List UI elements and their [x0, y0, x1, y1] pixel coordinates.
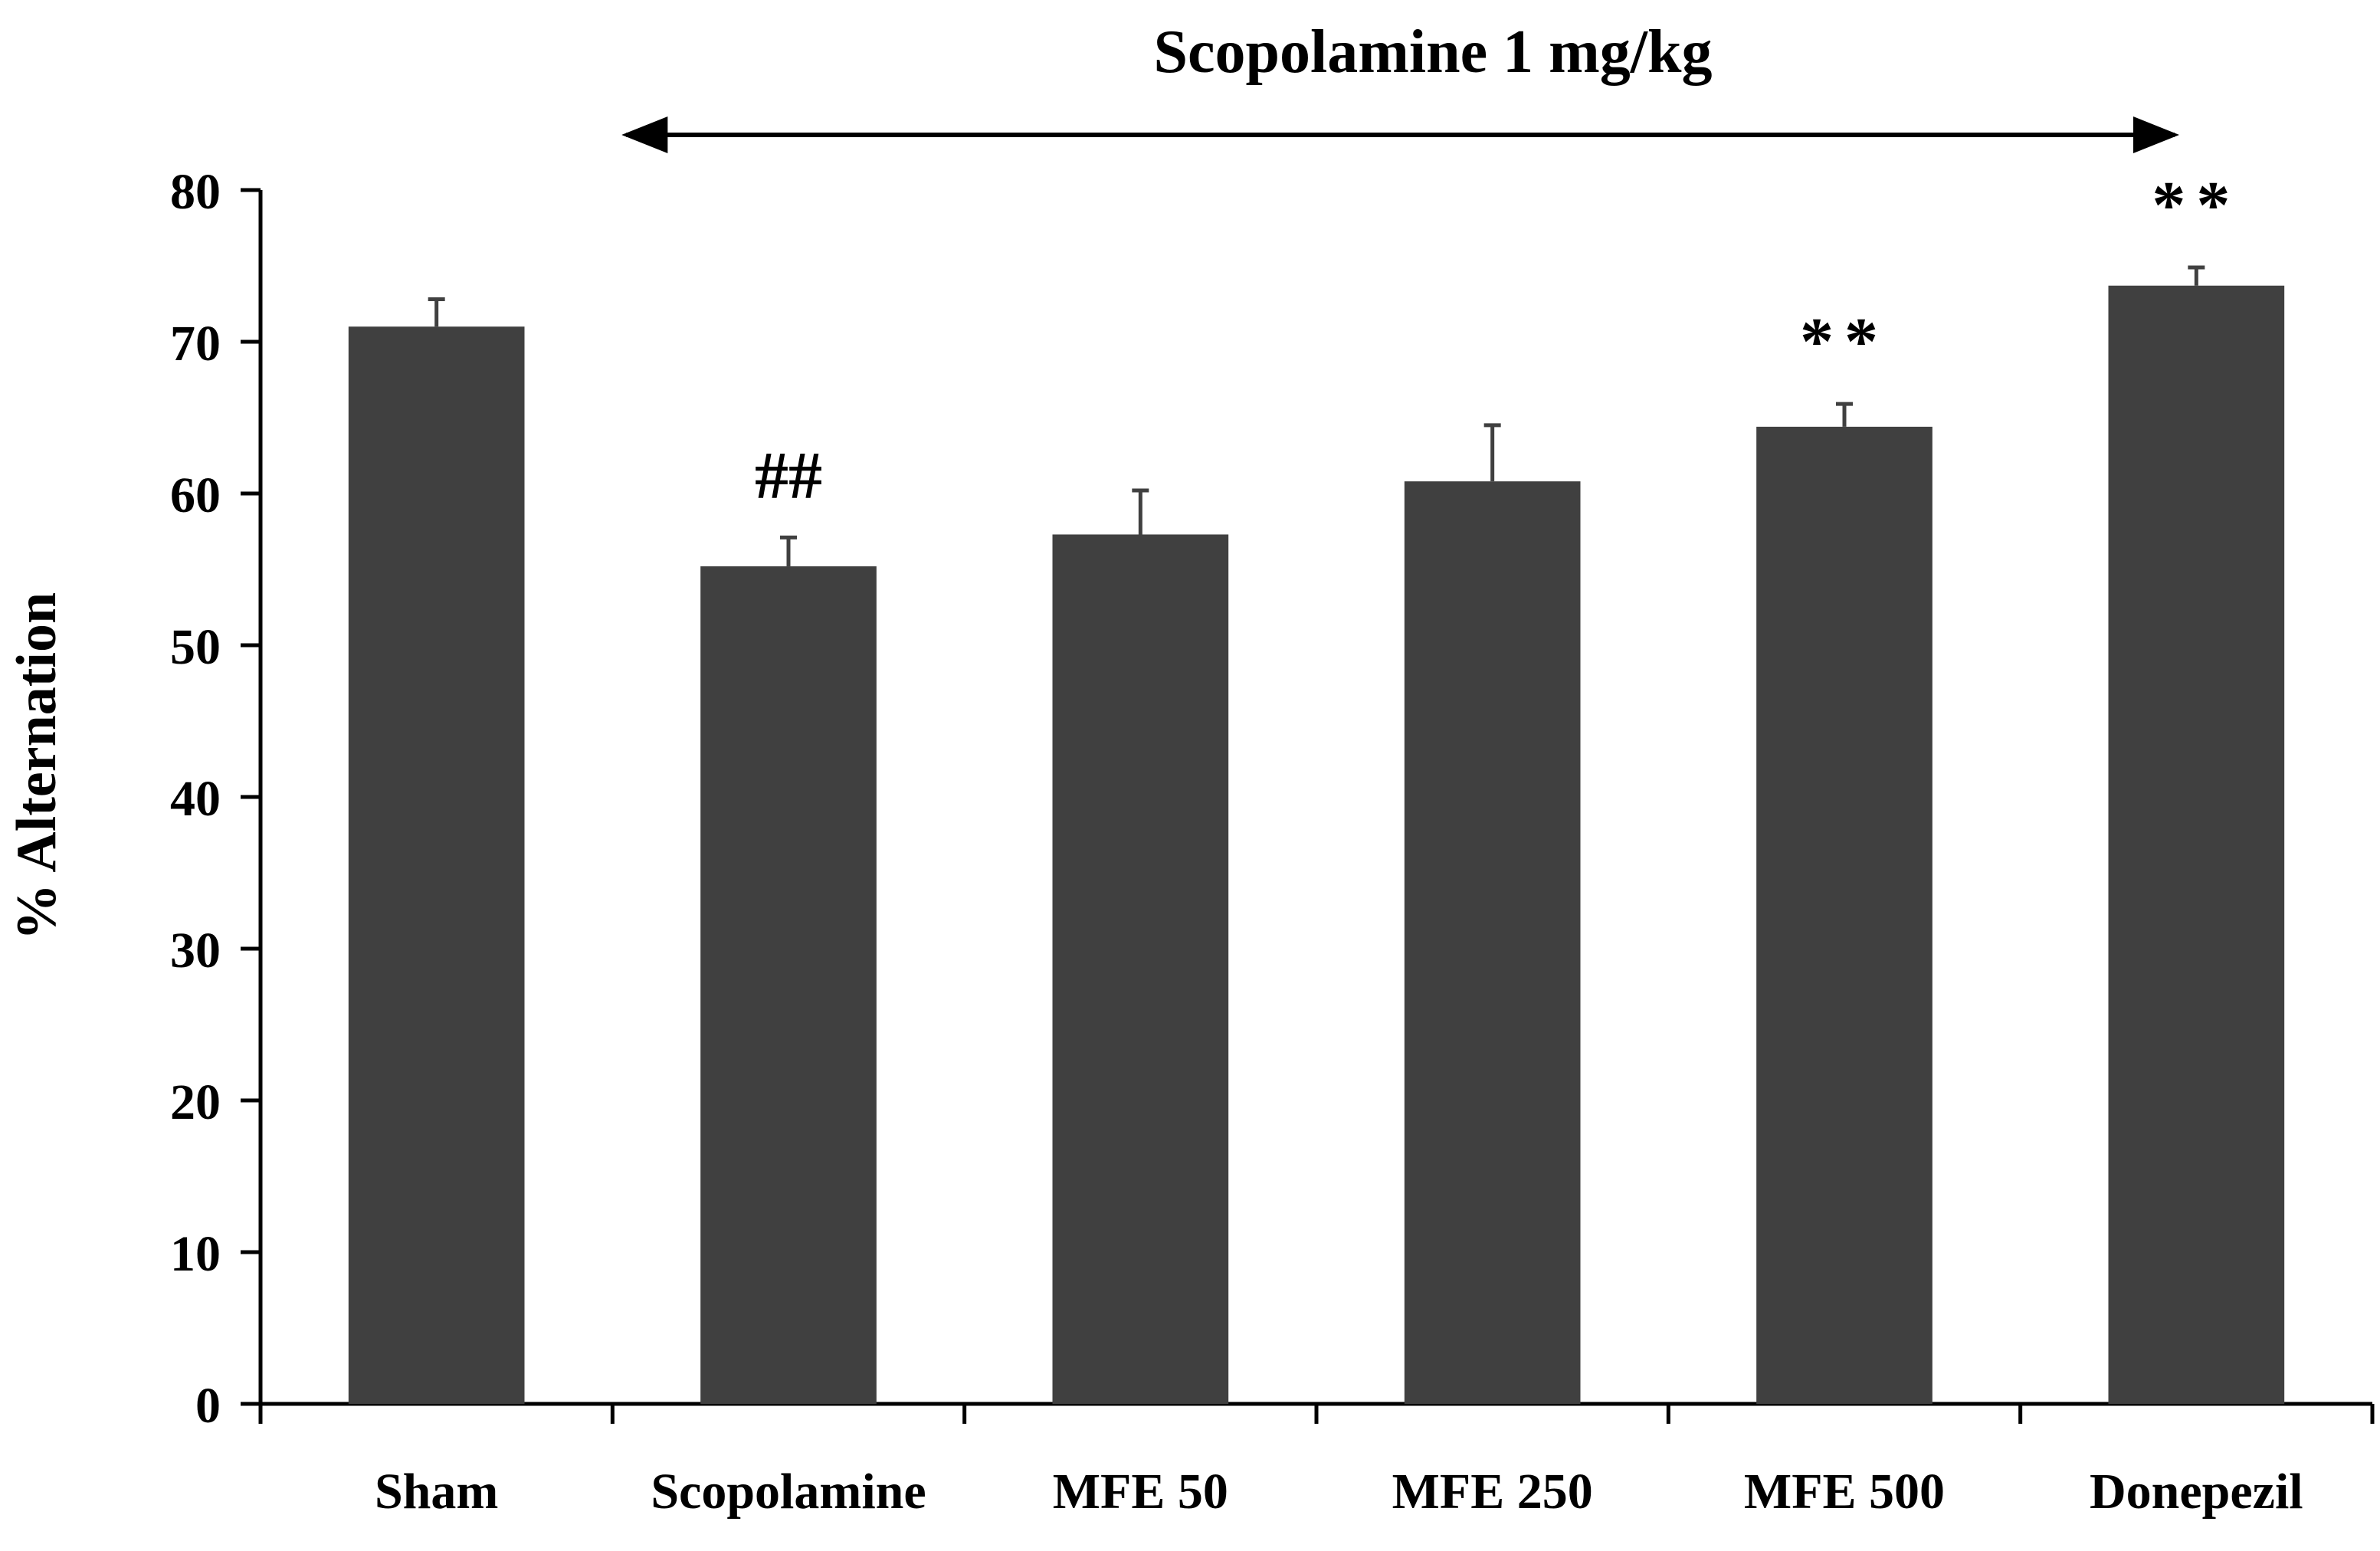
bar-scopolamine [700, 566, 877, 1404]
x-tick-label-sham: Sham [375, 1464, 498, 1520]
y-axis-label: % Alternation [5, 592, 68, 940]
y-tick-label-10: 10 [170, 1226, 221, 1282]
bar-mfe-250 [1404, 481, 1581, 1405]
y-tick-label-80: 80 [170, 164, 221, 220]
annotation-scopolamine: ## [755, 438, 822, 513]
bar-series [348, 285, 2285, 1405]
y-tick-label-40: 40 [170, 771, 221, 827]
x-tick-label-mfe-250: MFE 250 [1392, 1464, 1593, 1520]
x-tick-label-scopolamine: Scopolamine [651, 1464, 926, 1520]
annotation-donepezil: ** [2152, 169, 2241, 243]
chart-title: Scopolamine 1 mg/kg [1154, 18, 1713, 86]
x-tick-label-mfe-500: MFE 500 [1744, 1464, 1945, 1520]
y-tick-label-20: 20 [170, 1074, 221, 1130]
y-tick-label-70: 70 [170, 316, 221, 372]
error-bars [428, 265, 2205, 567]
bar-mfe-50 [1052, 534, 1229, 1405]
x-axis-ticks [258, 1404, 2375, 1424]
y-tick-label-60: 60 [170, 467, 221, 523]
y-tick-label-30: 30 [170, 923, 221, 979]
y-tick-label-50: 50 [170, 619, 221, 675]
x-tick-label-mfe-50: MFE 50 [1053, 1464, 1228, 1520]
bar-sham [348, 326, 525, 1405]
y-axis-ticks: 0 10 20 30 40 50 60 70 80 [170, 164, 261, 1434]
x-axis-tick-labels: Sham Scopolamine MFE 50 MFE 250 MFE 500 Donep… [375, 1464, 2303, 1520]
y-tick-label-0: 0 [195, 1378, 221, 1434]
significance-annotations: ## ** ** [755, 169, 2241, 513]
x-tick-label-donepezil: Donepezil [2090, 1464, 2303, 1520]
annotation-mfe-500: ** [1800, 305, 1889, 379]
bar-donepezil [2108, 285, 2285, 1404]
bar-mfe-500 [1756, 426, 1933, 1404]
